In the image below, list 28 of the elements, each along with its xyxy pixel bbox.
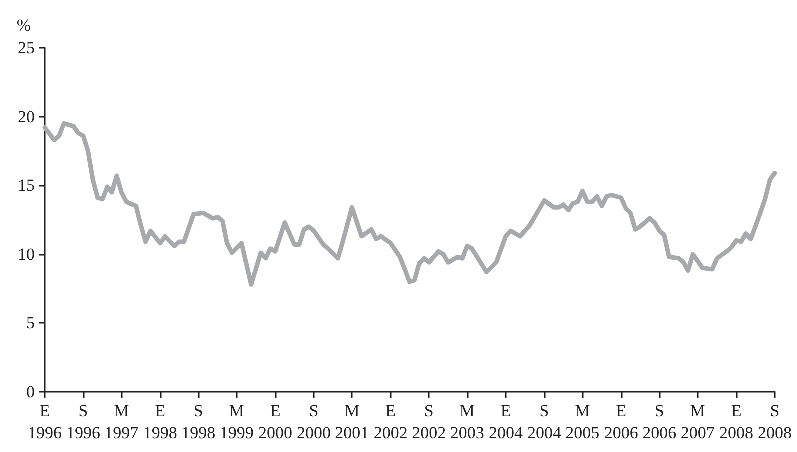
x-tick-label: E 1996 [28, 402, 62, 442]
x-tick-label: S 2004 [528, 402, 562, 442]
x-tick-label: M 1999 [220, 402, 254, 442]
x-tick-label: S 2000 [296, 402, 331, 442]
y-tick-label: 25 [18, 38, 35, 58]
x-tick-label: E 2002 [374, 402, 408, 442]
y-tick-label: 0 [26, 382, 35, 402]
x-tick-label: M 1997 [104, 402, 140, 442]
y-axis-title: % [16, 16, 31, 35]
x-tick-label: E 2004 [489, 402, 524, 442]
x-tick-label: S 1998 [182, 402, 216, 442]
x-tick-label: M 2003 [450, 402, 484, 442]
x-tick-label: M 2005 [566, 402, 600, 442]
y-tick-label: 15 [18, 176, 35, 196]
y-tick-label: 20 [18, 107, 35, 126]
x-tick-label: S 2008 [758, 402, 792, 442]
x-tick-label: M 2007 [680, 402, 716, 442]
x-tick-label: S 2002 [412, 402, 446, 442]
x-tick-label: E 2008 [720, 402, 754, 442]
x-tick-label: M 2001 [335, 402, 370, 442]
x-tick-label: S 2006 [642, 402, 677, 442]
x-tick-label: E 2000 [258, 402, 292, 442]
x-tick-label: E 1998 [143, 402, 178, 442]
x-tick-label: S 1996 [66, 402, 100, 442]
line-series [42, 121, 778, 287]
x-tick-label: E 2006 [604, 402, 638, 442]
y-tick-label: 10 [18, 244, 35, 264]
y-tick-label: 5 [26, 314, 35, 333]
